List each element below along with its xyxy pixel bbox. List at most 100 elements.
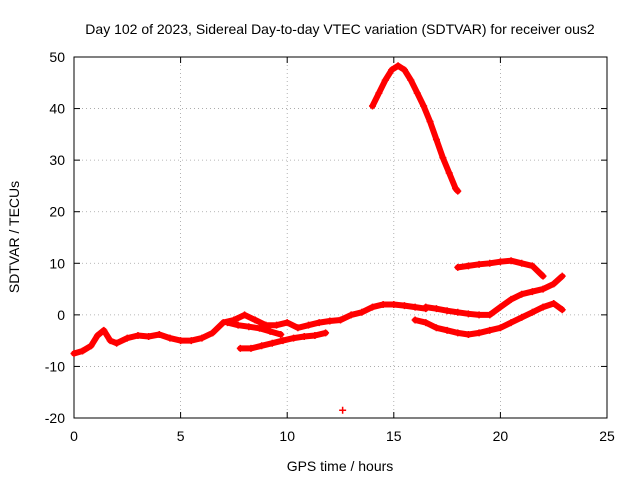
data-point-marker (279, 337, 287, 345)
data-point-marker (443, 307, 451, 315)
y-tick-label: 0 (57, 307, 65, 323)
data-point-marker (454, 329, 462, 337)
x-tick-label: 15 (386, 428, 402, 444)
data-point-marker (420, 102, 428, 110)
data-point-marker (247, 344, 255, 352)
data-point-marker (234, 321, 242, 329)
x-tick-label: 20 (493, 428, 509, 444)
data-point-marker (464, 330, 472, 338)
data-point-marker (390, 301, 398, 309)
data-point-marker (539, 303, 547, 311)
data-point-marker (507, 319, 515, 327)
data-point-marker (375, 89, 383, 97)
x-axis-label: GPS time / hours (287, 458, 394, 474)
data-point-marker (475, 311, 483, 319)
data-point-marker (198, 334, 206, 342)
data-point-marker (496, 258, 504, 266)
data-point-marker (358, 308, 366, 316)
data-point-marker (145, 333, 153, 341)
data-point-marker (315, 319, 323, 327)
data-point-marker (439, 154, 447, 162)
data-point-marker (187, 337, 195, 345)
y-axis-label: SDTVAR / TECUs (6, 181, 22, 293)
data-point-marker (445, 169, 453, 177)
data-point-marker (224, 319, 232, 327)
data-point-marker (413, 89, 421, 97)
data-point-marker (528, 308, 536, 316)
y-tick-label: 30 (49, 152, 65, 168)
data-point-marker (464, 262, 472, 270)
data-point-marker (411, 303, 419, 311)
data-point-marker (422, 319, 430, 327)
y-tick-label: -20 (45, 410, 65, 426)
data-point-marker (539, 285, 547, 293)
series-track-peak (368, 62, 462, 195)
data-point-marker (394, 62, 402, 70)
data-point-marker (155, 330, 163, 338)
y-tick-label: 50 (49, 49, 65, 65)
data-point-marker (258, 342, 266, 350)
data-point-marker (432, 136, 440, 144)
data-point-marker (300, 333, 308, 341)
data-point-marker (388, 66, 396, 74)
data-point-marker (550, 280, 558, 288)
data-point-marker (368, 102, 376, 110)
plot-frame (73, 56, 608, 419)
data-point-marker (558, 306, 566, 314)
data-point-marker (518, 313, 526, 321)
data-point-marker (100, 326, 108, 334)
series-trace (369, 62, 461, 195)
series-track-main-low (70, 301, 430, 358)
data-point-marker (326, 317, 334, 325)
data-point-marker (339, 406, 347, 414)
data-point-marker (486, 311, 494, 319)
data-series (70, 62, 566, 414)
x-axis-ticks: 0 5 10 15 20 25 (70, 57, 615, 444)
data-point-marker (496, 324, 504, 332)
data-point-marker (407, 76, 415, 84)
data-point-marker (454, 308, 462, 316)
data-point-marker (379, 301, 387, 309)
data-point-marker (443, 326, 451, 334)
data-point-marker (475, 260, 483, 268)
data-point-marker (454, 263, 462, 271)
data-point-marker (550, 300, 558, 308)
data-point-marker (277, 330, 285, 338)
data-point-marker (368, 303, 376, 311)
data-point-marker (283, 319, 291, 327)
data-point-marker (486, 259, 494, 267)
data-point-marker (528, 262, 536, 270)
x-tick-label: 10 (279, 428, 295, 444)
data-point-marker (322, 329, 330, 337)
y-tick-label: 20 (49, 204, 65, 220)
data-point-marker (266, 327, 274, 335)
data-point-marker (528, 288, 536, 296)
x-tick-label: 25 (599, 428, 615, 444)
data-point-marker (268, 339, 276, 347)
data-point-marker (518, 290, 526, 298)
data-point-marker (70, 350, 78, 358)
data-point-marker (273, 321, 281, 329)
data-point-marker (432, 324, 440, 332)
data-point-marker (475, 329, 483, 337)
chart-title: Day 102 of 2023, Sidereal Day-to-day VTE… (85, 21, 595, 37)
data-point-marker (166, 334, 174, 342)
data-point-marker (123, 334, 131, 342)
data-point-marker (347, 311, 355, 319)
y-tick-label: 40 (49, 101, 65, 117)
data-point-marker (507, 257, 515, 265)
data-point-marker (539, 272, 547, 280)
data-point-marker (337, 316, 344, 324)
data-point-marker (255, 324, 263, 332)
y-axis-ticks: -20 -10 0 10 20 30 40 50 (45, 49, 607, 426)
data-point-marker (558, 272, 566, 280)
data-point-marker (400, 66, 408, 74)
series-track-upper-right (422, 272, 566, 319)
data-point-marker (251, 316, 259, 324)
data-point-marker (87, 342, 95, 350)
data-point-marker (464, 310, 472, 318)
data-point-marker (79, 347, 87, 355)
data-point-marker (294, 324, 302, 332)
data-point-marker (454, 187, 462, 195)
data-point-marker (311, 331, 319, 339)
